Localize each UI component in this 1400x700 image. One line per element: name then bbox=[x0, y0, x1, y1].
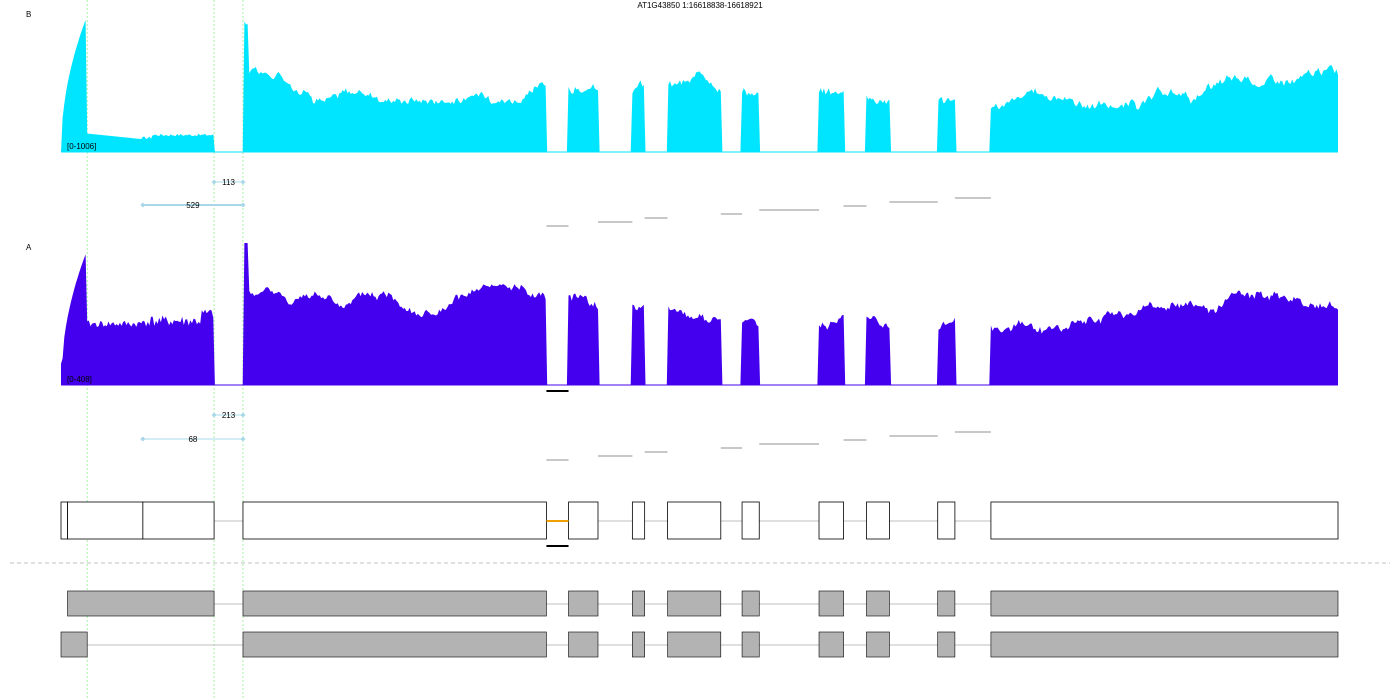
junction-end-marker bbox=[211, 412, 217, 418]
junction-end-marker bbox=[240, 412, 246, 418]
model-exon-box bbox=[990, 501, 1339, 540]
coverage-area-a bbox=[61, 243, 1338, 385]
transcript-models bbox=[60, 590, 1339, 658]
junction-end-marker bbox=[240, 436, 246, 442]
transcript-exon bbox=[60, 631, 88, 658]
sample-a-label: A bbox=[26, 243, 32, 252]
transcript-exon bbox=[632, 631, 645, 658]
junction-end-marker bbox=[140, 436, 146, 442]
model-exon-box bbox=[937, 501, 956, 540]
transcript-exon bbox=[818, 590, 844, 617]
coverage-track-b bbox=[61, 20, 1338, 153]
junction-count-label: 68 bbox=[188, 435, 197, 444]
transcript-exon bbox=[741, 590, 760, 617]
junction-count-label: 213 bbox=[222, 411, 236, 420]
model-exon-box bbox=[667, 501, 722, 540]
model-exon-box bbox=[818, 501, 844, 540]
transcript-exon bbox=[242, 631, 547, 658]
transcript-exon bbox=[937, 631, 956, 658]
transcript-exon bbox=[866, 631, 890, 658]
range-label-b: [0-1006] bbox=[67, 142, 96, 151]
transcript-exon bbox=[818, 631, 844, 658]
model-exon-box bbox=[866, 501, 890, 540]
model-exon-box bbox=[741, 501, 760, 540]
coverage-area-b bbox=[61, 20, 1338, 152]
transcript-exon bbox=[568, 590, 599, 617]
sample-b-label: B bbox=[26, 10, 31, 19]
transcript-exon bbox=[741, 631, 760, 658]
model-exon-box bbox=[568, 501, 599, 540]
transcript-exon bbox=[632, 590, 645, 617]
junction-track-a: 213 68 bbox=[140, 411, 991, 461]
junction-count-label: 113 bbox=[222, 178, 235, 187]
junction-end-marker bbox=[240, 202, 246, 208]
transcript-exon bbox=[667, 590, 722, 617]
figure-title: AT1G43850 1:16618838-16618921 bbox=[637, 1, 763, 10]
junction-end-marker bbox=[211, 179, 217, 185]
transcript-exon bbox=[568, 631, 599, 658]
model-exon-box bbox=[242, 501, 547, 540]
model-exon-box bbox=[142, 501, 215, 540]
junction-count-label: 529 bbox=[186, 201, 200, 210]
transcript-exon bbox=[242, 590, 547, 617]
transcript-exon bbox=[937, 590, 956, 617]
coverage-track-a bbox=[61, 243, 1338, 392]
transcript-exon bbox=[990, 631, 1339, 658]
model-exon-box bbox=[631, 501, 646, 540]
transcript-exon bbox=[67, 590, 215, 617]
junction-end-marker bbox=[140, 202, 146, 208]
model-exon-box bbox=[60, 501, 68, 540]
junction-track-b: 113 529 bbox=[140, 178, 991, 227]
junction-end-marker bbox=[240, 179, 246, 185]
transcript-exon bbox=[866, 590, 890, 617]
transcript-exon bbox=[990, 590, 1339, 617]
combined-exon-model bbox=[60, 501, 1339, 547]
range-label-a: [0-408] bbox=[67, 375, 92, 384]
model-exon-box bbox=[67, 501, 144, 540]
transcript-exon bbox=[667, 631, 722, 658]
